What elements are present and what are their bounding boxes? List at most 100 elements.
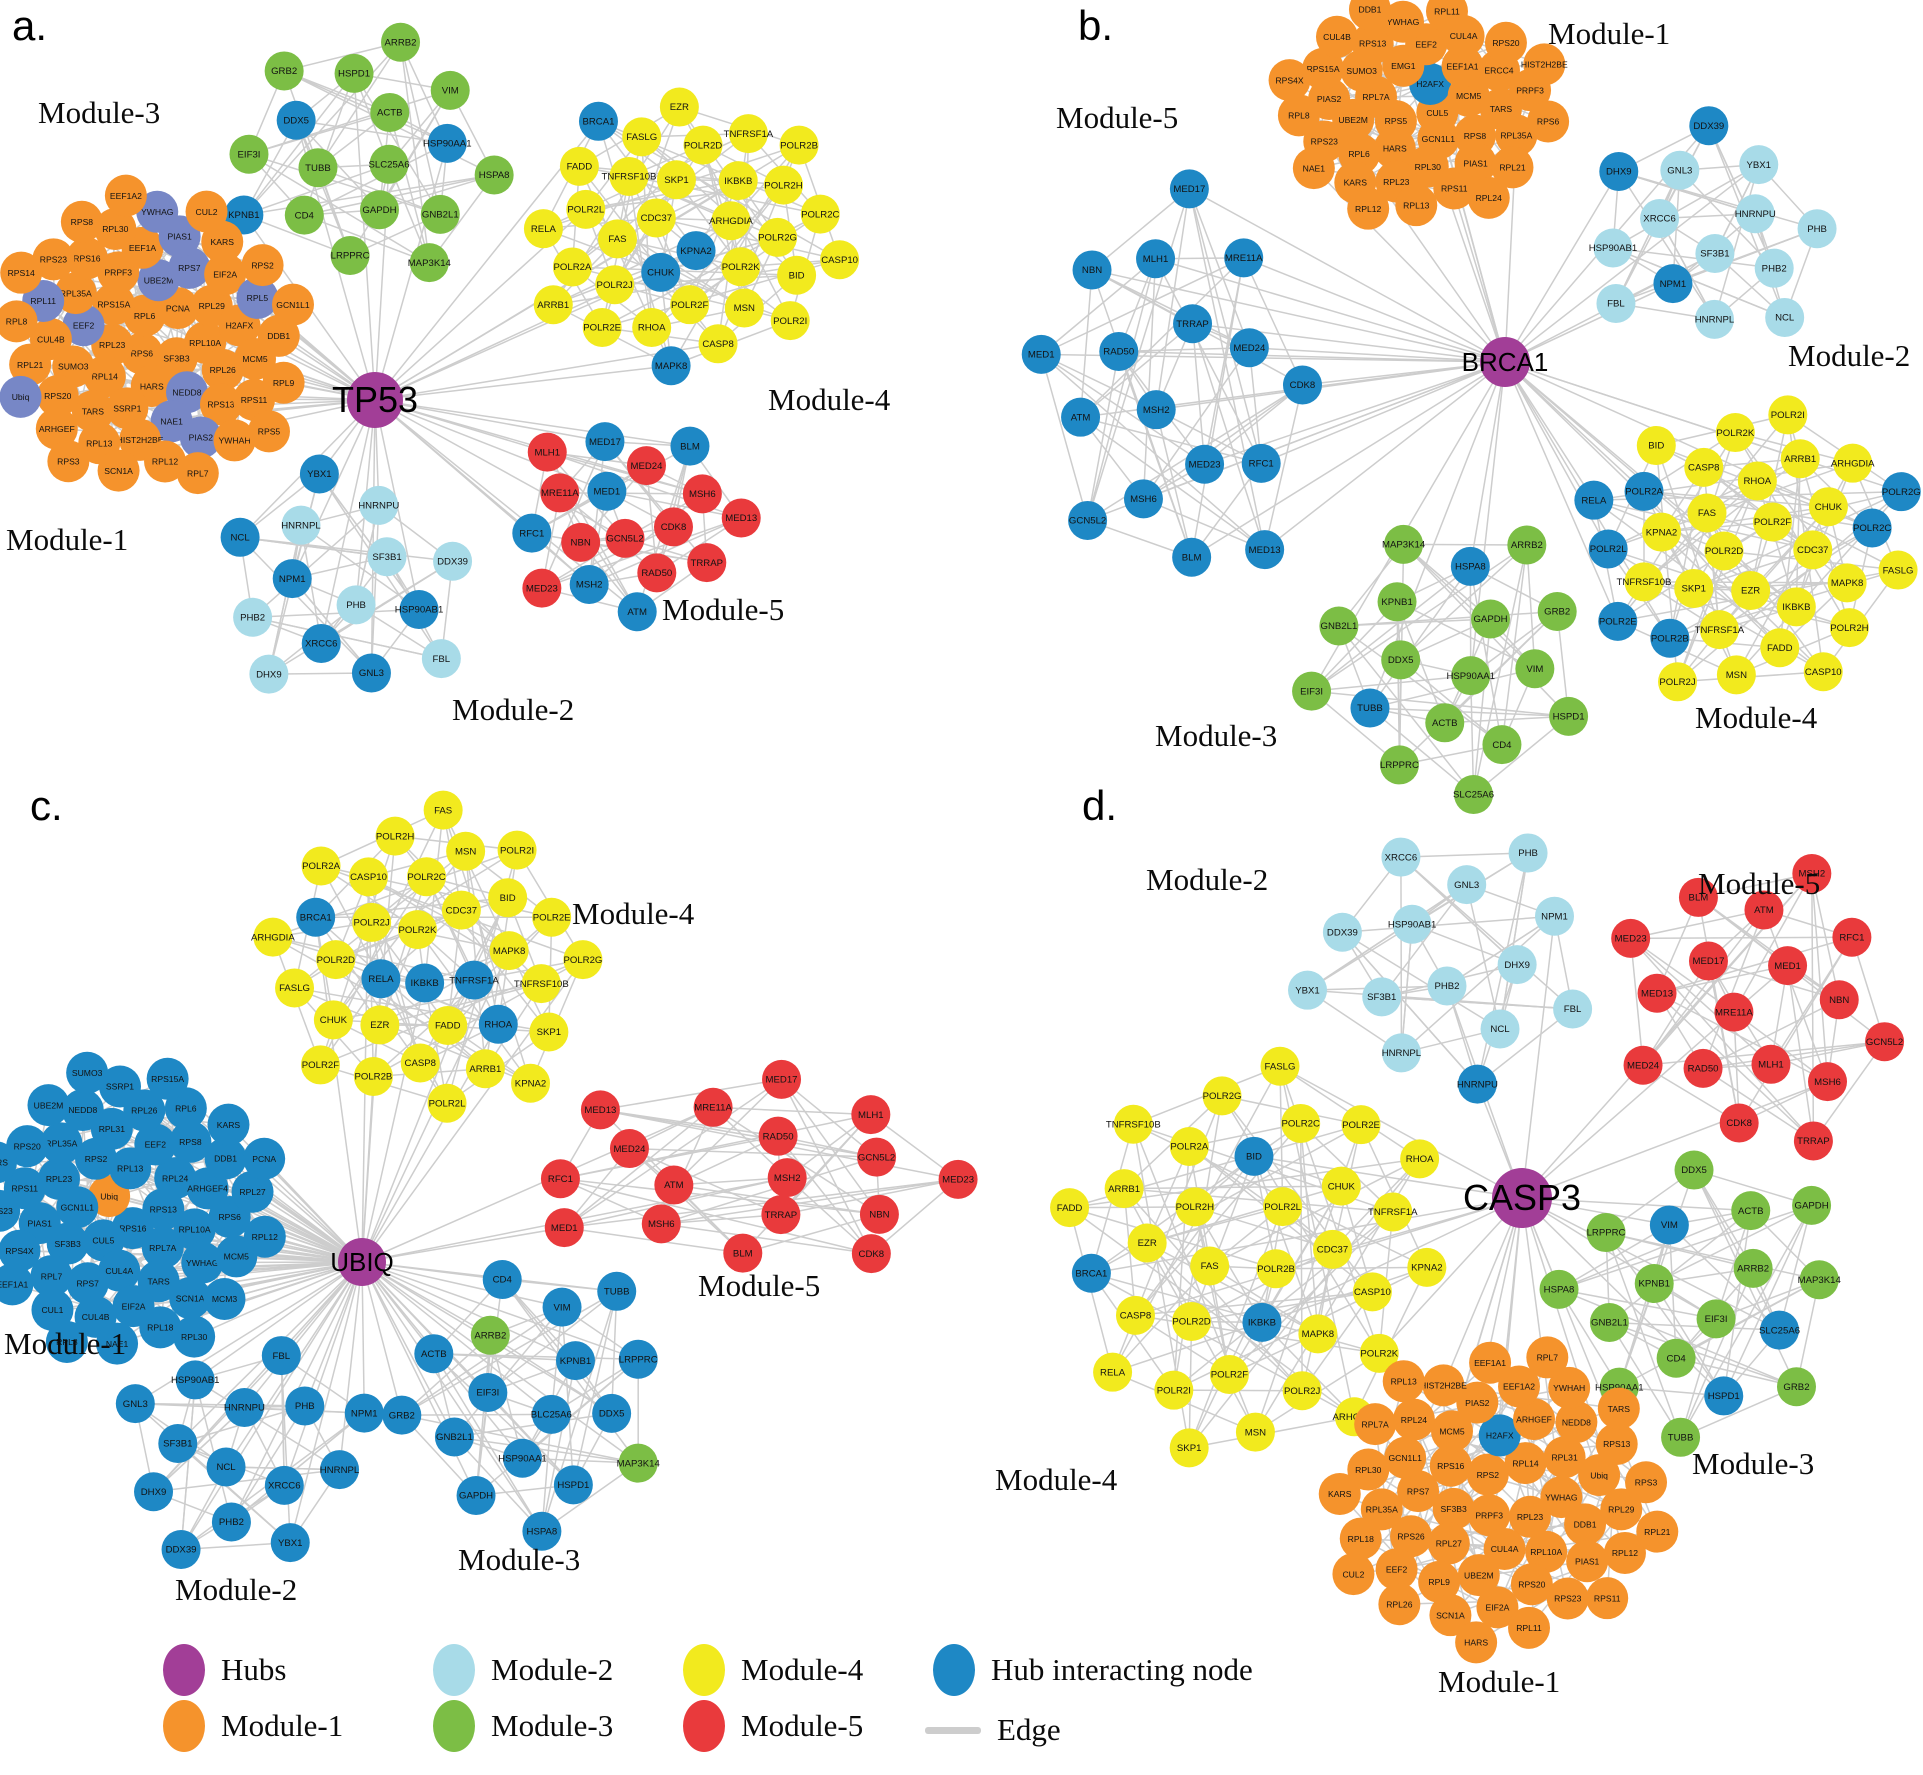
node-ACTB[interactable]: ACTB — [1731, 1191, 1771, 1231]
node-ACTB[interactable]: ACTB — [370, 92, 410, 132]
node-MLH1[interactable]: MLH1 — [1136, 239, 1176, 279]
node-RPL11[interactable]: RPL11 — [1508, 1606, 1551, 1649]
node-NCL[interactable]: NCL — [1480, 1009, 1520, 1049]
node-POLR2C[interactable]: POLR2C — [407, 857, 447, 897]
node-SCN1A[interactable]: SCN1A — [1429, 1594, 1472, 1637]
node-MLH1[interactable]: MLH1 — [527, 432, 567, 472]
node-RPL30[interactable]: RPL30 — [173, 1315, 216, 1358]
node-KPNA2[interactable]: KPNA2 — [1642, 512, 1682, 552]
node-RPL18[interactable]: RPL18 — [1339, 1517, 1382, 1560]
node-RPS20[interactable]: RPS20 — [1484, 21, 1527, 64]
node-YWHAG[interactable]: YWHAG — [136, 190, 179, 233]
node-CDK8[interactable]: CDK8 — [851, 1234, 891, 1274]
node-RPS15A[interactable]: RPS15A — [146, 1057, 189, 1100]
node-PHB2[interactable]: PHB2 — [211, 1502, 251, 1542]
node-POLR2I[interactable]: POLR2I — [770, 301, 810, 341]
node-NBN[interactable]: NBN — [859, 1194, 899, 1234]
node-RELA[interactable]: RELA — [1093, 1352, 1133, 1392]
node-RPL26[interactable]: RPL26 — [1378, 1583, 1421, 1626]
node-POLR2K[interactable]: POLR2K — [1715, 413, 1755, 453]
node-YBX1[interactable]: YBX1 — [270, 1523, 310, 1563]
node-MED1[interactable]: MED1 — [1768, 946, 1808, 986]
node-TRRAP[interactable]: TRRAP — [1173, 304, 1213, 344]
node-BLM[interactable]: BLM — [670, 426, 710, 466]
node-GNB2L1[interactable]: GNB2L1 — [434, 1417, 474, 1457]
node-CDK8[interactable]: CDK8 — [1282, 365, 1322, 405]
node-POLR2F[interactable]: POLR2F — [670, 285, 710, 325]
node-POLR2L[interactable]: POLR2L — [427, 1083, 467, 1123]
node-MSN[interactable]: MSN — [446, 831, 486, 871]
node-ARRB2[interactable]: ARRB2 — [470, 1315, 510, 1355]
node-CDC37[interactable]: CDC37 — [1793, 530, 1833, 570]
node-TNFRSF10B[interactable]: TNFRSF10B — [1617, 562, 1672, 602]
node-MED23[interactable]: MED23 — [1611, 918, 1651, 958]
node-Ubiq[interactable]: Ubiq — [0, 375, 42, 418]
node-POLR2E[interactable]: POLR2E — [1598, 601, 1638, 641]
node-CDC37[interactable]: CDC37 — [636, 198, 676, 238]
node-FASLG[interactable]: FASLG — [1260, 1046, 1300, 1086]
node-H2AFX[interactable]: H2AFX — [1478, 1414, 1521, 1457]
node-MAPK8[interactable]: MAPK8 — [489, 931, 529, 971]
node-TRRAP[interactable]: TRRAP — [687, 543, 727, 583]
node-RHOA[interactable]: RHOA — [478, 1004, 518, 1044]
node-MED24[interactable]: MED24 — [1623, 1045, 1663, 1085]
node-ARRB1[interactable]: ARRB1 — [533, 285, 573, 325]
node-HSPD1[interactable]: HSPD1 — [553, 1465, 593, 1505]
node-CDC37[interactable]: CDC37 — [441, 890, 481, 930]
node-HSP90AA1[interactable]: HSP90AA1 — [498, 1438, 547, 1478]
node-LRPPRC[interactable]: LRPPRC — [1379, 745, 1419, 785]
node-HSP90AB1[interactable]: HSP90AB1 — [171, 1360, 220, 1400]
node-RPS4X[interactable]: RPS4X — [0, 1229, 41, 1272]
node-BID[interactable]: BID — [1234, 1136, 1274, 1176]
node-MCM3[interactable]: MCM3 — [203, 1277, 246, 1320]
node-RPL35A[interactable]: RPL35A — [1360, 1488, 1403, 1531]
node-KPNA2[interactable]: KPNA2 — [676, 231, 716, 271]
node-CASP10[interactable]: CASP10 — [1803, 652, 1843, 692]
node-GAPDH[interactable]: GAPDH — [1792, 1185, 1832, 1225]
node-MRE11A[interactable]: MRE11A — [1714, 992, 1754, 1032]
node-FADD[interactable]: FADD — [1050, 1188, 1090, 1228]
node-POLR2B[interactable]: POLR2B — [1650, 618, 1690, 658]
node-CHUK[interactable]: CHUK — [1321, 1166, 1361, 1206]
node-MAP3K14[interactable]: MAP3K14 — [1798, 1260, 1842, 1300]
node-MRE11A[interactable]: MRE11A — [1224, 238, 1264, 278]
node-CASP8[interactable]: CASP8 — [400, 1043, 440, 1083]
node-EIF3I[interactable]: EIF3I — [1292, 671, 1332, 711]
node-MED17[interactable]: MED17 — [1688, 941, 1728, 981]
node-RPL7[interactable]: RPL7 — [176, 452, 219, 495]
node-RPL10A[interactable]: RPL10A — [173, 1208, 216, 1251]
node-MSH2[interactable]: MSH2 — [767, 1158, 807, 1198]
node-EEF1A2[interactable]: EEF1A2 — [104, 174, 147, 217]
node-DHX9[interactable]: DHX9 — [249, 654, 289, 694]
node-RPL12[interactable]: RPL12 — [1603, 1531, 1646, 1574]
node-POLR2C[interactable]: POLR2C — [1852, 508, 1892, 548]
hub-node-UBIQ[interactable]: UBIQ — [330, 1238, 394, 1286]
node-PRPF3[interactable]: PRPF3 — [1468, 1494, 1511, 1537]
node-RPL23[interactable]: RPL23 — [1508, 1495, 1551, 1538]
node-TNFRSF1A[interactable]: TNFRSF1A — [449, 960, 499, 1000]
node-FBL[interactable]: FBL — [421, 639, 461, 679]
node-RPL7[interactable]: RPL7 — [30, 1255, 73, 1298]
node-KARS[interactable]: KARS — [1318, 1473, 1361, 1516]
node-ARRB1[interactable]: ARRB1 — [1780, 439, 1820, 479]
node-GNL3[interactable]: GNL3 — [351, 653, 391, 693]
node-POLR2G[interactable]: POLR2G — [563, 940, 603, 980]
node-NCL[interactable]: NCL — [1765, 297, 1805, 337]
node-KPNA2[interactable]: KPNA2 — [1407, 1247, 1447, 1287]
node-EIF3I[interactable]: EIF3I — [468, 1372, 508, 1412]
node-SF3B1[interactable]: SF3B1 — [1362, 977, 1402, 1017]
node-GNL3[interactable]: GNL3 — [1660, 150, 1700, 190]
node-RPL10A[interactable]: RPL10A — [1525, 1530, 1568, 1573]
node-HNRNPU[interactable]: HNRNPU — [224, 1387, 265, 1427]
node-POLR2D[interactable]: POLR2D — [1704, 531, 1744, 571]
node-RPL30[interactable]: RPL30 — [1347, 1448, 1390, 1491]
hub-node-BRCA1[interactable]: BRCA1 — [1462, 337, 1549, 387]
node-HSP90AA1[interactable]: HSP90AA1 — [1446, 656, 1495, 696]
node-POLR2J[interactable]: POLR2J — [1658, 662, 1698, 702]
node-VIM[interactable]: VIM — [1649, 1205, 1689, 1245]
node-NBN[interactable]: NBN — [1072, 250, 1112, 290]
node-PHB[interactable]: PHB — [285, 1386, 325, 1426]
node-UBE2M[interactable]: UBE2M — [1457, 1554, 1500, 1597]
node-ARRB2[interactable]: ARRB2 — [1733, 1248, 1773, 1288]
node-TNFRSF10B[interactable]: TNFRSF10B — [514, 964, 569, 1004]
